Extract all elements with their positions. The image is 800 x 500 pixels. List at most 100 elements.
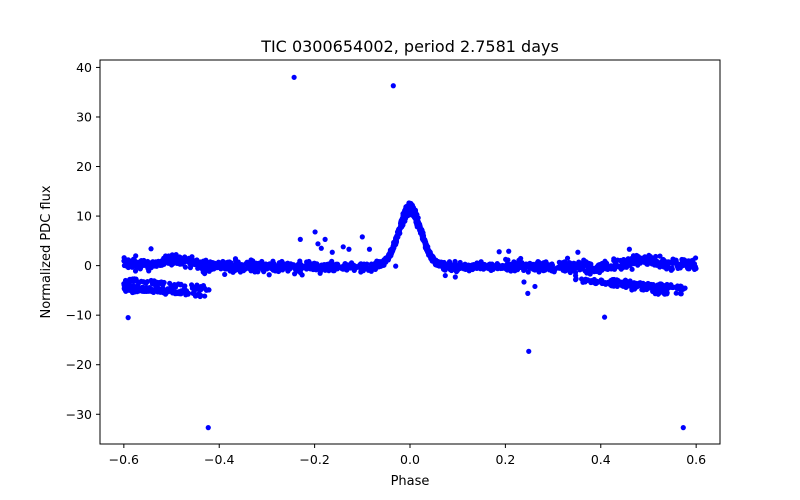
data-point [572, 277, 579, 283]
data-point [442, 272, 448, 279]
y-tick-label: 0 [84, 258, 92, 273]
data-point [483, 265, 489, 271]
data-point [653, 253, 659, 260]
data-point [525, 269, 531, 275]
data-point [261, 269, 267, 275]
data-point [381, 257, 387, 264]
data-point [350, 263, 356, 269]
data-point [509, 263, 515, 269]
data-point [220, 261, 226, 267]
data-point [305, 261, 311, 267]
data-point [539, 266, 545, 272]
data-point [318, 245, 324, 251]
data-point [428, 256, 434, 262]
data-point [530, 261, 536, 267]
data-point [673, 259, 679, 265]
data-point [404, 207, 410, 213]
data-point [317, 270, 323, 276]
data-point [415, 215, 421, 221]
data-point [664, 281, 670, 288]
x-tick-label: 0.6 [686, 452, 706, 467]
x-tick-label: 0.0 [400, 452, 420, 467]
data-point [611, 276, 617, 283]
data-point [187, 265, 194, 271]
data-point [625, 256, 631, 262]
data-point [663, 266, 670, 272]
data-point [535, 267, 541, 273]
data-point [409, 210, 416, 216]
data-point [595, 262, 602, 268]
data-point [148, 246, 154, 252]
data-point [616, 264, 622, 270]
data-point [358, 267, 364, 274]
data-point [657, 263, 664, 270]
data-point [532, 283, 538, 290]
data-point [611, 257, 617, 264]
data-point [585, 265, 591, 271]
x-axis: −0.6 −0.4 −0.2 0.0 0.2 0.4 0.6 [109, 444, 706, 467]
data-point [259, 258, 265, 265]
y-tick-label: 40 [76, 60, 92, 75]
data-point [182, 264, 189, 270]
data-point [585, 277, 591, 283]
data-point [640, 257, 646, 263]
data-point [245, 261, 251, 267]
y-tick-label: 10 [76, 209, 92, 224]
data-point [530, 266, 536, 272]
data-points [121, 74, 699, 431]
data-point [521, 267, 527, 274]
data-point [202, 270, 208, 277]
data-point [622, 277, 629, 283]
data-point [571, 266, 577, 272]
data-point [514, 266, 520, 272]
data-point [182, 258, 189, 264]
data-point [393, 263, 399, 269]
data-point [645, 280, 651, 287]
data-point [626, 246, 632, 252]
data-point [424, 244, 430, 250]
data-point [688, 263, 694, 269]
data-point [178, 281, 184, 287]
y-tick-label: −20 [66, 357, 92, 372]
data-point [150, 263, 156, 269]
data-point [462, 261, 468, 267]
data-point [601, 314, 608, 320]
data-point [366, 246, 373, 252]
data-point [374, 261, 380, 267]
data-point [321, 262, 328, 268]
data-point [297, 258, 303, 264]
data-point [644, 261, 651, 267]
data-point [621, 257, 627, 263]
data-point [269, 263, 275, 269]
data-point [649, 261, 655, 267]
y-tick-label: −30 [66, 407, 92, 422]
data-point [189, 260, 195, 266]
data-point [253, 266, 259, 272]
data-point [338, 264, 345, 271]
data-point [194, 260, 200, 266]
data-point [312, 229, 318, 235]
data-point [457, 259, 463, 266]
data-point [202, 293, 208, 299]
data-point [526, 348, 532, 354]
data-point [206, 287, 212, 293]
data-point [138, 287, 144, 293]
data-point [664, 291, 670, 297]
data-point [640, 280, 646, 286]
data-point [172, 291, 178, 297]
data-point [572, 272, 579, 279]
data-point [157, 279, 163, 286]
data-point [443, 262, 449, 268]
data-point [161, 287, 167, 293]
data-point [400, 213, 406, 219]
data-point [498, 264, 504, 270]
data-point [388, 246, 395, 252]
data-point [586, 261, 593, 267]
data-point [340, 244, 346, 250]
data-point [598, 277, 604, 283]
data-point [390, 83, 396, 89]
data-point [682, 262, 688, 268]
data-point [182, 254, 188, 260]
